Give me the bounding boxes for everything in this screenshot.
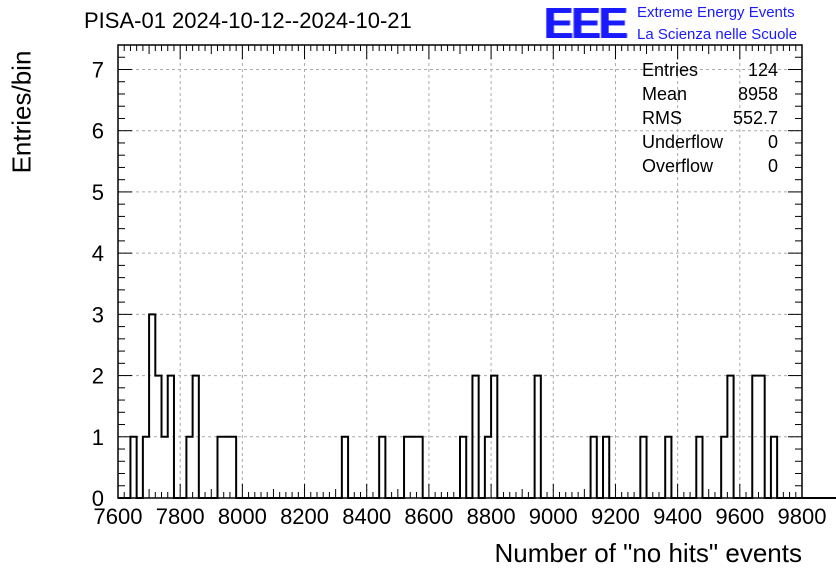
x-tick-label: 8800 xyxy=(467,504,516,529)
y-tick-label: 0 xyxy=(92,486,104,511)
y-tick-label: 1 xyxy=(92,425,104,450)
y-tick-label: 2 xyxy=(92,364,104,389)
x-tick-label: 7600 xyxy=(94,504,143,529)
y-tick-label: 4 xyxy=(92,241,104,266)
stat-row-entries: Entries 124 xyxy=(642,60,778,84)
x-tick-label: 9000 xyxy=(529,504,578,529)
stats-box: Entries 124 Mean 8958 RMS 552.7 Underflow 0 … xyxy=(642,60,778,180)
histogram-bin xyxy=(410,437,416,498)
x-tick-label: 8600 xyxy=(404,504,453,529)
eee-logo: EEE xyxy=(544,0,628,48)
plot-title: PISA-01 2024-10-12--2024-10-21 xyxy=(84,8,412,33)
stat-row-underflow: Underflow 0 xyxy=(642,132,778,156)
stat-value: 8958 xyxy=(737,84,778,104)
stat-value: 0 xyxy=(767,132,778,152)
stat-value: 124 xyxy=(747,60,778,80)
stat-label: Mean xyxy=(642,84,688,104)
x-tick-label: 9600 xyxy=(715,504,764,529)
stat-label: Overflow xyxy=(642,156,714,176)
x-tick-label: 8400 xyxy=(342,504,391,529)
x-tick-label: 8000 xyxy=(218,504,267,529)
stat-label: RMS xyxy=(642,108,682,128)
x-tick-label: 8200 xyxy=(280,504,329,529)
y-tick-label: 6 xyxy=(92,119,104,144)
histogram-bin xyxy=(162,437,168,498)
y-axis-label: Entries/bin xyxy=(6,50,37,174)
x-axis-label: Number of "no hits" events xyxy=(494,538,803,568)
x-tick-label: 9800 xyxy=(778,504,827,529)
stat-label: Entries xyxy=(642,60,699,80)
x-tick-label: 9400 xyxy=(653,504,702,529)
x-tick-label: 9200 xyxy=(591,504,640,529)
logo-line-2: La Scienza nelle Scuole xyxy=(637,26,798,43)
y-tick-label: 3 xyxy=(92,302,104,327)
histogram-bin xyxy=(224,437,230,498)
stat-value: 552.7 xyxy=(732,108,778,128)
y-tick-label: 7 xyxy=(92,57,104,82)
stat-row-mean: Mean 8958 xyxy=(642,84,778,108)
x-tick-label: 7800 xyxy=(156,504,205,529)
logo-line-1: Extreme Energy Events xyxy=(637,4,795,21)
stat-value: 0 xyxy=(767,156,778,176)
stat-row-rms: RMS 552.7 xyxy=(642,108,778,132)
stat-row-overflow: Overflow 0 xyxy=(642,156,778,180)
stat-label: Underflow xyxy=(642,132,724,152)
y-tick-label: 5 xyxy=(92,180,104,205)
